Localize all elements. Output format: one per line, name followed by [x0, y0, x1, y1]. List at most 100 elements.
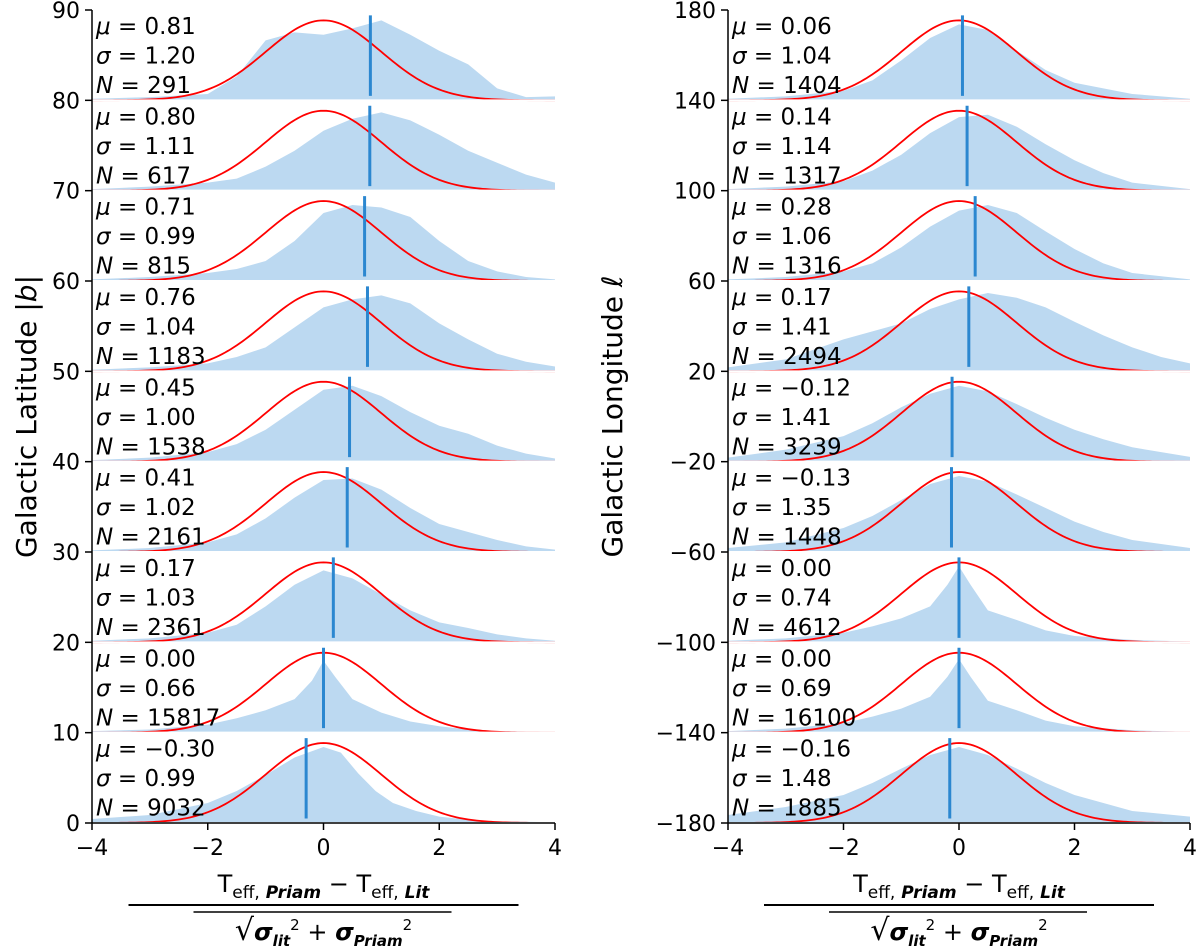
- histogram-area: [728, 292, 1190, 372]
- stat-label-sigma: σ = 1.35: [732, 495, 832, 521]
- x-axis-label-denominator-part: lit: [908, 932, 926, 948]
- x-axis-label-numerator-part: Lit: [399, 883, 431, 903]
- stat-value: = −0.12: [747, 375, 851, 401]
- x-axis-label-denominator-part: 2: [926, 916, 936, 934]
- y-tick-label: 20: [688, 360, 716, 385]
- stat-label-mu: μ = 0.17: [731, 285, 832, 311]
- stat-value: = 1.41: [747, 315, 832, 341]
- stat-value: = 2161: [113, 525, 205, 551]
- stat-label-sigma: σ = 1.06: [732, 224, 832, 250]
- panel-1: [92, 647, 555, 734]
- stat-symbol: N: [96, 254, 113, 280]
- stat-value: = 0.17: [111, 556, 196, 582]
- x-axis-label-numerator-part: T: [217, 870, 233, 898]
- gaussian-curve: [728, 380, 1190, 463]
- stat-symbol: μ: [95, 14, 111, 40]
- histogram-area: [92, 205, 555, 281]
- x-axis-label-denominator-part: 2: [290, 916, 300, 934]
- stat-value: = 0.74: [747, 586, 832, 612]
- stat-value: = 0.45: [111, 375, 196, 401]
- stat-label-N: N = 16100: [732, 705, 856, 731]
- stat-label-mu: μ = 0.06: [731, 14, 832, 40]
- panel-0: [92, 738, 555, 823]
- y-tick-label: 100: [674, 180, 716, 205]
- stat-symbol: N: [96, 525, 113, 551]
- stat-label-N: N = 1885: [732, 796, 842, 822]
- stat-symbol: N: [96, 434, 113, 460]
- x-tick-label: 0: [952, 836, 966, 861]
- stat-label-N: N = 3239: [732, 434, 842, 460]
- y-tick-label: 40: [52, 451, 80, 476]
- stat-label-sigma: σ = 1.41: [732, 405, 832, 431]
- x-axis-label-numerator-part: − T: [957, 870, 1007, 898]
- stat-label-group-2: μ = 0.17 σ = 1.03 N = 2361: [95, 556, 206, 641]
- stat-label-group-3: μ = 0.41 σ = 1.02 N = 2161: [95, 466, 206, 551]
- stat-label-sigma: σ = 1.00: [96, 405, 196, 431]
- stat-label-sigma: σ = 0.99: [96, 224, 196, 250]
- stat-symbol: σ: [96, 315, 112, 341]
- stat-symbol: μ: [731, 556, 747, 582]
- stat-label-sigma: σ = 0.74: [732, 586, 832, 612]
- stat-label-sigma: σ = 0.99: [96, 766, 196, 792]
- gaussian-curve: [728, 290, 1190, 373]
- y-tick-label: 60: [52, 270, 80, 295]
- stat-value: = 0.00: [747, 556, 832, 582]
- stat-symbol: N: [96, 344, 113, 370]
- stat-value: = 617: [113, 163, 191, 189]
- y-tick-label: 20: [52, 631, 80, 656]
- x-axis-label-denominator-part: √: [870, 913, 890, 948]
- stat-label-N: N = 15817: [96, 705, 220, 731]
- stat-value: = 16100: [749, 705, 856, 731]
- stat-value: = 1.04: [111, 315, 196, 341]
- stat-value: = −0.16: [747, 737, 851, 763]
- stat-symbol: σ: [96, 676, 112, 702]
- stat-label-mu: μ = 0.41: [95, 466, 196, 492]
- x-axis-label-denominator-part: σ: [335, 918, 354, 946]
- stat-value: = 0.17: [747, 285, 832, 311]
- stat-symbol: μ: [95, 195, 111, 221]
- stat-symbol: N: [96, 615, 113, 641]
- stat-symbol: σ: [732, 44, 748, 70]
- x-tick-label: −4: [712, 836, 744, 861]
- y-tick-label: 70: [52, 180, 80, 205]
- x-axis-label-denominator: √σlit2 + σPriam2: [235, 913, 412, 948]
- stat-symbol: μ: [95, 737, 111, 763]
- stat-value: = 1.02: [111, 495, 196, 521]
- x-axis-label-denominator-part: σ: [254, 918, 273, 946]
- y-axis-label-text: |: [10, 275, 43, 284]
- x-axis-label-denominator-part: lit: [273, 932, 291, 948]
- stat-symbol: N: [732, 73, 749, 99]
- stat-symbol: σ: [732, 134, 748, 160]
- stat-label-N: N = 1316: [732, 254, 842, 280]
- stat-label-mu: μ = 0.76: [95, 285, 196, 311]
- x-tick-label: −4: [76, 836, 108, 861]
- panel-8: [92, 15, 555, 102]
- panel-7: [92, 105, 555, 192]
- stat-label-mu: μ = −0.16: [731, 737, 851, 763]
- stat-value: = 291: [113, 73, 191, 99]
- stat-label-group-5: μ = 0.17 σ = 1.41 N = 2494: [731, 285, 842, 370]
- stat-value: = 15817: [113, 705, 220, 731]
- stat-symbol: N: [732, 705, 749, 731]
- gaussian-curve: [728, 109, 1190, 192]
- stat-value: = 2494: [749, 344, 841, 370]
- stat-symbol: N: [96, 705, 113, 731]
- y-tick-label: 180: [674, 0, 716, 24]
- stat-label-sigma: σ = 1.04: [732, 44, 832, 70]
- stat-label-mu: μ = 0.00: [95, 646, 196, 672]
- stat-symbol: σ: [732, 495, 748, 521]
- stat-symbol: σ: [96, 44, 112, 70]
- stat-value: = 0.66: [111, 676, 196, 702]
- stat-label-group-4: μ = −0.12 σ = 1.41 N = 3239: [731, 375, 851, 460]
- y-tick-label: 10: [52, 722, 80, 747]
- x-tick-label: −2: [827, 836, 859, 861]
- panel-2: [728, 557, 1190, 644]
- stat-value: = 0.99: [111, 224, 196, 250]
- stat-value: = 1.48: [747, 766, 832, 792]
- panel-3: [92, 467, 555, 553]
- x-axis-label-denominator-part: Priam: [989, 932, 1038, 948]
- stat-value: = −0.30: [111, 737, 215, 763]
- stat-label-N: N = 2161: [96, 525, 206, 551]
- stat-symbol: σ: [96, 134, 112, 160]
- stat-symbol: N: [732, 525, 749, 551]
